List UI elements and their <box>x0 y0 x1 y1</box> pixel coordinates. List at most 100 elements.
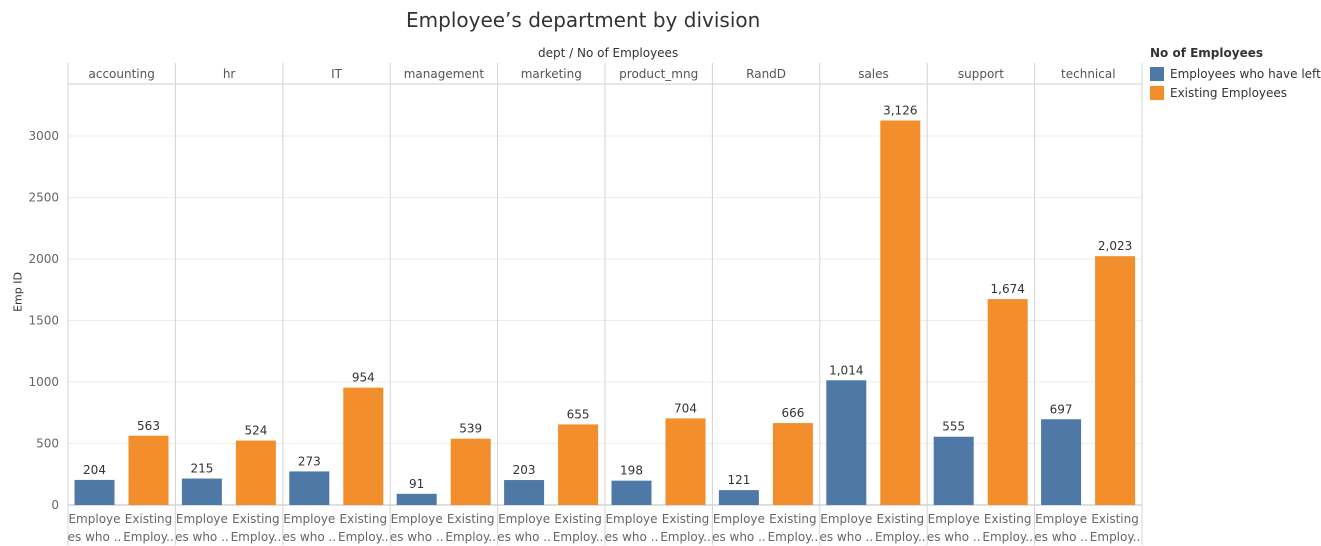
x-tick-label: Employ.. <box>338 530 389 544</box>
x-tick-label: Employe <box>391 512 443 526</box>
x-tick-label: es who .. <box>68 530 122 544</box>
column-header-title: dept / No of Employees <box>538 46 679 60</box>
bar-left <box>504 480 545 505</box>
department-header: RandD <box>746 67 786 81</box>
bar-left <box>933 436 974 505</box>
bar-left <box>718 490 759 505</box>
bar-existing <box>128 435 169 505</box>
y-tick-label: 3000 <box>28 129 59 143</box>
department-header: technical <box>1061 67 1116 81</box>
department-header: marketing <box>521 67 582 81</box>
x-tick-label: es who .. <box>712 530 766 544</box>
data-label: 198 <box>620 464 643 478</box>
data-label: 524 <box>244 424 267 438</box>
data-label: 1,674 <box>991 282 1025 296</box>
x-tick-label: Employe <box>605 512 657 526</box>
x-tick-label: Employ.. <box>875 530 926 544</box>
department-header: IT <box>331 67 343 81</box>
data-label: 204 <box>83 463 106 477</box>
data-label: 655 <box>567 407 590 421</box>
x-tick-label: Employe <box>283 512 335 526</box>
department-header: sales <box>858 67 889 81</box>
x-tick-label: Employe <box>928 512 980 526</box>
bar-existing <box>987 299 1028 505</box>
x-tick-label: Employ.. <box>445 530 496 544</box>
x-tick-label: Employ.. <box>768 530 819 544</box>
bar-existing <box>450 438 491 505</box>
data-label: 1,014 <box>829 363 863 377</box>
x-tick-label: Existing <box>662 512 710 526</box>
x-tick-label: Employe <box>713 512 765 526</box>
x-tick-label: Employe <box>498 512 550 526</box>
bar-left <box>396 493 437 505</box>
bar-existing <box>772 423 813 505</box>
x-tick-label: Existing <box>984 512 1032 526</box>
x-tick-label: Employ.. <box>231 530 282 544</box>
legend: No of Employees Employees who have left … <box>1150 46 1321 102</box>
y-tick-label: 0 <box>51 498 59 512</box>
bar-left <box>181 478 222 505</box>
x-tick-label: Employ.. <box>123 530 174 544</box>
bar-left <box>289 471 330 505</box>
department-header: hr <box>223 67 236 81</box>
legend-title: No of Employees <box>1150 46 1263 60</box>
y-tick-label: 500 <box>36 437 59 451</box>
data-label: 555 <box>942 420 965 434</box>
x-tick-label: Employ.. <box>553 530 604 544</box>
y-tick-label: 2000 <box>28 252 59 266</box>
x-tick-label: es who .. <box>282 530 336 544</box>
x-tick-label: Employ.. <box>982 530 1033 544</box>
x-tick-label: Employ.. <box>660 530 711 544</box>
bar-existing <box>665 418 706 505</box>
legend-item-left[interactable]: Employees who have left <box>1150 64 1321 83</box>
legend-swatch-existing <box>1150 85 1164 100</box>
bar-left <box>826 380 867 505</box>
data-label: 203 <box>513 463 536 477</box>
x-tick-label: es who .. <box>1034 530 1088 544</box>
data-label: 666 <box>781 406 804 420</box>
data-label: 704 <box>674 401 697 415</box>
x-tick-label: es who .. <box>819 530 873 544</box>
data-label: 273 <box>298 454 321 468</box>
bar-existing <box>235 440 276 505</box>
x-tick-label: Existing <box>340 512 388 526</box>
data-label: 121 <box>727 473 750 487</box>
data-label: 954 <box>352 371 375 385</box>
data-label: 563 <box>137 419 160 433</box>
data-label: 3,126 <box>883 104 917 118</box>
legend-item-existing[interactable]: Existing Employees <box>1150 83 1321 102</box>
x-tick-label: es who .. <box>390 530 444 544</box>
y-tick-label: 1500 <box>28 314 59 328</box>
x-tick-label: es who .. <box>605 530 659 544</box>
y-tick-label: 2500 <box>28 191 59 205</box>
chart-title: Employee’s department by division <box>406 8 761 32</box>
x-tick-label: Existing <box>877 512 925 526</box>
x-tick-label: Employe <box>176 512 228 526</box>
data-label: 539 <box>459 422 482 436</box>
x-tick-label: Existing <box>125 512 173 526</box>
data-label: 91 <box>409 477 424 491</box>
x-tick-label: Existing <box>1091 512 1139 526</box>
bar-left <box>611 480 652 505</box>
x-tick-label: Existing <box>447 512 495 526</box>
data-label: 697 <box>1050 402 1073 416</box>
x-tick-label: es who .. <box>175 530 229 544</box>
department-header: management <box>404 67 485 81</box>
bar-left <box>74 479 115 505</box>
bar-existing <box>1095 256 1136 505</box>
bar-left <box>1041 419 1082 505</box>
bar-existing <box>343 387 384 505</box>
x-tick-label: Existing <box>769 512 817 526</box>
x-tick-label: es who .. <box>497 530 551 544</box>
data-label: 215 <box>190 462 213 476</box>
department-header: support <box>958 67 1004 81</box>
x-tick-label: Existing <box>232 512 280 526</box>
x-tick-label: Employe <box>68 512 120 526</box>
x-tick-label: Employe <box>820 512 872 526</box>
y-tick-label: 1000 <box>28 375 59 389</box>
legend-swatch-left <box>1150 66 1164 81</box>
x-tick-label: es who .. <box>927 530 981 544</box>
x-tick-label: Existing <box>554 512 602 526</box>
data-label: 2,023 <box>1098 239 1132 253</box>
bar-existing <box>558 424 599 505</box>
